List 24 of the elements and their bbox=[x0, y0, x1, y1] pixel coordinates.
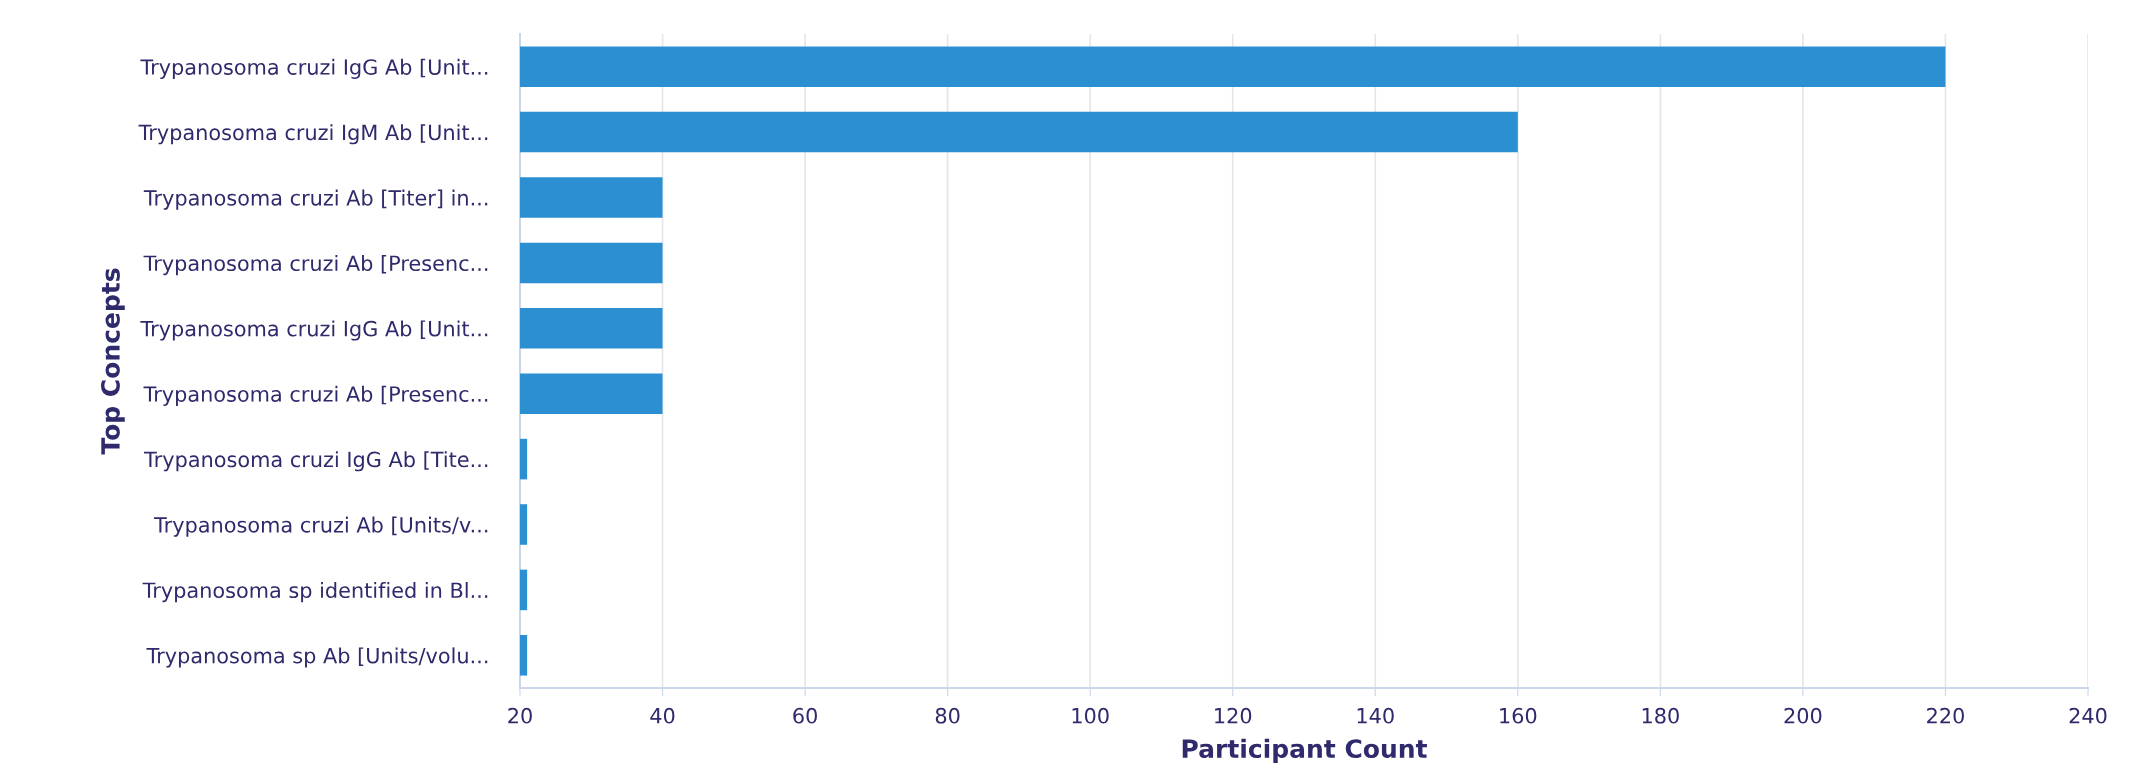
y-tick-label: Trypanosoma cruzi IgG Ab [Unit... bbox=[140, 58, 488, 79]
y-axis-title: Top Concepts bbox=[101, 268, 125, 455]
x-axis-title: Participant Count bbox=[1182, 738, 1427, 763]
x-tick-label: 40 bbox=[650, 707, 675, 724]
y-tick-label: Trypanosoma cruzi Ab [Presenc... bbox=[143, 385, 488, 406]
x-tick-label: 160 bbox=[1500, 707, 1537, 724]
x-tick-label: 200 bbox=[1784, 707, 1822, 724]
y-tick-label: Trypanosoma sp identified in Bl... bbox=[142, 581, 488, 603]
x-tick-label: 180 bbox=[1642, 707, 1679, 724]
y-tick-label: Trypanosoma cruzi IgG Ab [Unit... bbox=[140, 320, 488, 341]
y-tick-label: Trypanosoma cruzi IgG Ab [Tite... bbox=[143, 451, 488, 472]
x-tick-label: 80 bbox=[935, 707, 960, 724]
y-tick-label: Trypanosoma cruzi Ab [Presenc... bbox=[143, 254, 488, 276]
y-tick-label: Trypanosoma cruzi Ab [Units/v... bbox=[153, 516, 488, 537]
x-tick-label: 240 bbox=[2069, 707, 2107, 724]
x-tick-label: 20 bbox=[508, 707, 532, 724]
x-tick-label: 120 bbox=[1215, 707, 1252, 724]
x-tick-label: 60 bbox=[793, 707, 817, 724]
y-tick-label: Trypanosoma cruzi IgM Ab [Unit... bbox=[138, 124, 488, 145]
y-tick-label: Trypanosoma sp Ab [Units/volu... bbox=[146, 647, 488, 668]
x-tick-label: 100 bbox=[1072, 707, 1109, 724]
x-tick-label: 140 bbox=[1357, 707, 1394, 724]
y-tick-label: Trypanosoma cruzi Ab [Titer] in... bbox=[143, 189, 488, 210]
x-tick-label: 220 bbox=[1927, 707, 1964, 724]
